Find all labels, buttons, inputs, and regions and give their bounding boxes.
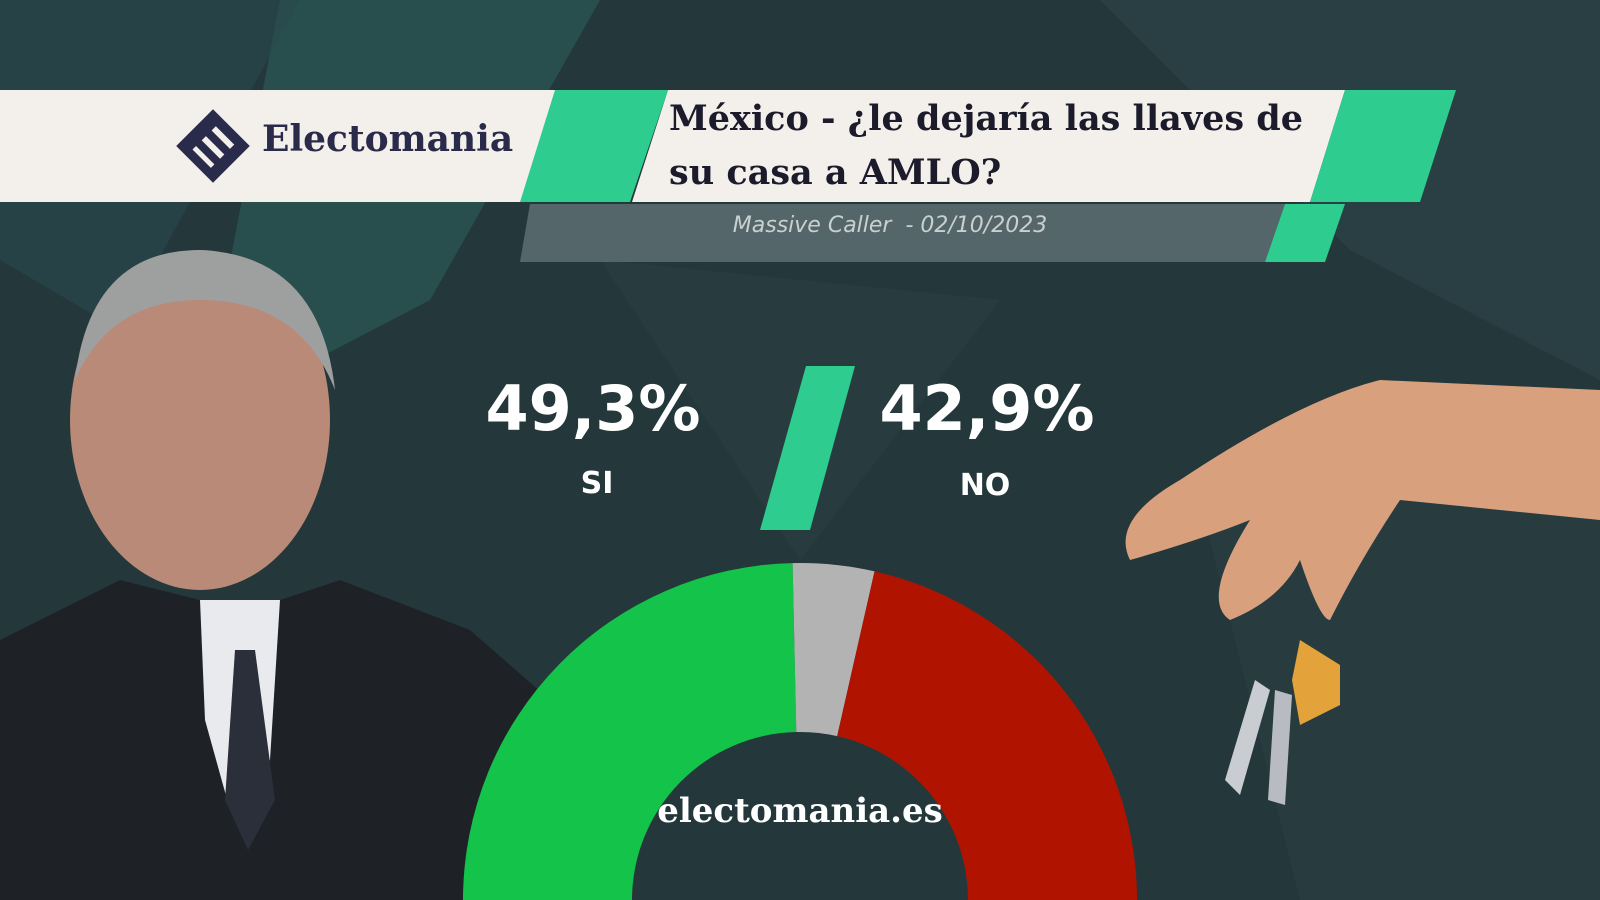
- category-label: NO: [960, 468, 1011, 503]
- divider: [760, 366, 855, 530]
- donut-segment: [792, 563, 875, 737]
- value-label: 42,9%: [879, 372, 1094, 445]
- donut-segment: [837, 571, 1137, 900]
- donut: [463, 563, 1137, 900]
- chart-title: México - ¿le dejaría las llaves de su ca…: [669, 98, 1304, 193]
- donut-segment: [463, 563, 797, 900]
- watermark: electomania.es: [657, 791, 943, 831]
- header: [0, 90, 1456, 262]
- person-photo: [0, 250, 560, 900]
- brand: Electomania: [262, 118, 514, 160]
- value-label: 49,3%: [485, 372, 700, 445]
- hand-keys: [1125, 380, 1600, 805]
- chart-subtitle: Massive Caller - 02/10/2023: [732, 213, 1048, 238]
- category-label: SI: [581, 466, 614, 501]
